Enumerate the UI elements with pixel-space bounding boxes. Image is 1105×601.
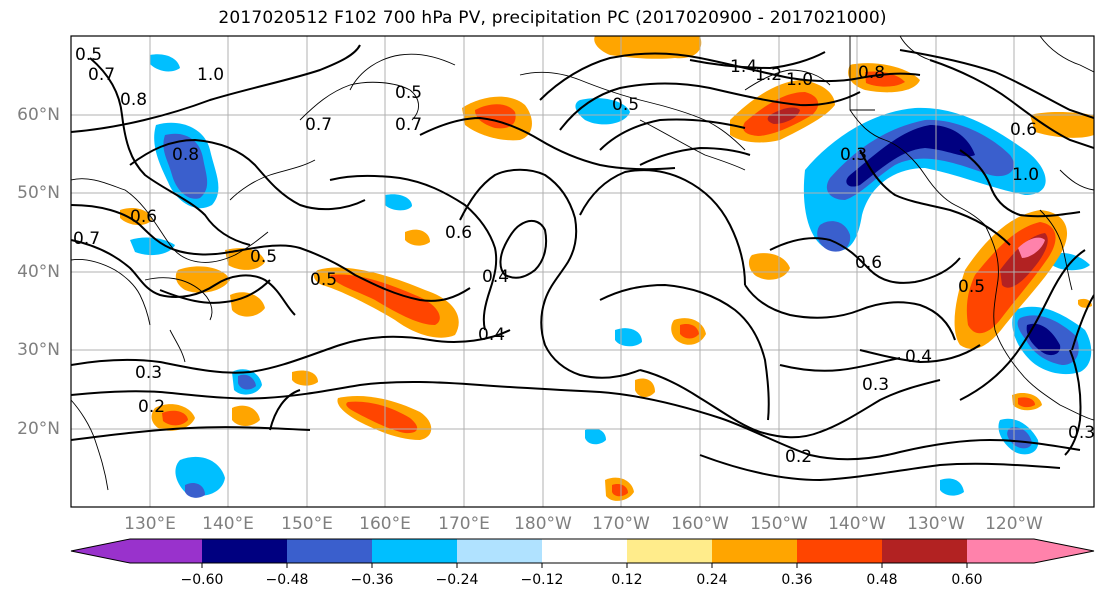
- contour-label: 0.3: [862, 375, 889, 395]
- contour-label: 0.3: [1068, 423, 1095, 443]
- lon-label-150w: 150°W: [750, 514, 808, 534]
- contour-label: 0.4: [905, 347, 932, 367]
- colorbar-tick-label: 0.24: [696, 572, 728, 588]
- lon-label-150e: 150°E: [281, 514, 333, 534]
- contour-label: 0.2: [785, 447, 812, 467]
- map-title: 2017020512 F102 700 hPa PV, precipitatio…: [218, 8, 887, 28]
- contour-label: 0.7: [73, 229, 100, 249]
- colorbar-segment: [542, 539, 627, 563]
- graticule: [71, 36, 1094, 507]
- precip-negative-shading: [130, 54, 1092, 498]
- contour-label: 1.0: [1012, 165, 1039, 185]
- contour-label: 0.6: [855, 253, 882, 273]
- contour-label: 0.3: [135, 363, 162, 383]
- lon-label-120w: 120°W: [985, 514, 1043, 534]
- contour-label: 0.5: [75, 45, 102, 65]
- contour-label: 1.0: [197, 65, 224, 85]
- lon-label-180w: 180°W: [514, 514, 572, 534]
- lat-label-40n: 40°N: [17, 262, 60, 282]
- colorbar-segment: [712, 539, 797, 563]
- colorbar-segment: [627, 539, 712, 563]
- coastlines: [71, 36, 1094, 491]
- colorbar-segment: [130, 539, 202, 563]
- contour-label: 0.8: [172, 145, 199, 165]
- contour-label: 1.4: [730, 57, 757, 77]
- contour-label: 0.5: [958, 277, 985, 297]
- lon-label-170e: 170°E: [438, 514, 490, 534]
- lon-label-140w: 140°W: [828, 514, 886, 534]
- contour-label: 0.5: [395, 83, 422, 103]
- lon-label-160e: 160°E: [359, 514, 411, 534]
- lon-label-160w: 160°W: [671, 514, 729, 534]
- colorbar-tick-label: 0.48: [866, 572, 898, 588]
- colorbar-segment: [287, 539, 372, 563]
- lat-label-50n: 50°N: [17, 183, 60, 203]
- colorbar-segment: [967, 539, 1034, 563]
- map-frame: [70, 35, 1095, 508]
- contour-label: 1.0: [786, 70, 813, 90]
- colorbar-extend-low: [71, 539, 130, 563]
- lon-label-170w: 170°W: [592, 514, 650, 534]
- contour-label: 0.7: [395, 115, 422, 135]
- lon-label-130e: 130°E: [124, 514, 176, 534]
- lat-label-20n: 20°N: [17, 419, 60, 439]
- colorbar-tick-label: −0.60: [180, 572, 224, 588]
- colorbar-tick-label: −0.12: [520, 572, 564, 588]
- contour-label: 0.4: [482, 267, 509, 287]
- contour-label: 0.6: [130, 207, 157, 227]
- colorbar-segment: [372, 539, 457, 563]
- contour-label: 0.7: [305, 115, 332, 135]
- contour-label: 0.4: [478, 325, 505, 345]
- colorbar-tick-label: 0.12: [611, 572, 643, 588]
- contour-label: 0.5: [250, 247, 277, 267]
- lat-label-30n: 30°N: [17, 340, 60, 360]
- colorbar-segment: [797, 539, 882, 563]
- contour-label: 0.3: [840, 145, 867, 165]
- colorbar-tick-label: −0.36: [350, 572, 394, 588]
- colorbar-tick-label: 0.36: [781, 572, 813, 588]
- contour-label: 0.8: [858, 63, 885, 83]
- contour-label: 0.5: [310, 270, 337, 290]
- colorbar-segment: [202, 539, 287, 563]
- colorbar-outline: [70, 538, 1095, 564]
- colorbar-extend-high: [1034, 539, 1094, 563]
- lon-label-140e: 140°E: [202, 514, 254, 534]
- contour-label: 0.2: [138, 397, 165, 417]
- pv-contours: [71, 44, 1094, 482]
- contour-label: 0.7: [88, 65, 115, 85]
- colorbar-segment: [457, 539, 542, 563]
- lat-label-60n: 60°N: [17, 105, 60, 125]
- colorbar-segment: [882, 539, 967, 563]
- contour-label: 0.8: [120, 90, 147, 110]
- contour-label: 0.5: [612, 95, 639, 115]
- colorbar-tick-label: −0.24: [435, 572, 479, 588]
- contour-label: 0.6: [1010, 120, 1037, 140]
- colorbar: [70, 538, 1095, 568]
- contour-label: 0.6: [445, 223, 472, 243]
- contour-label-group: 0.5 0.7 0.8 1.0 0.8 0.7 0.6 0.7 0.5 0.4 …: [73, 45, 1095, 467]
- contour-label: 1.2: [755, 65, 782, 85]
- colorbar-tick-label: −0.48: [265, 572, 309, 588]
- lon-label-130w: 130°W: [907, 514, 965, 534]
- colorbar-tick-label: 0.60: [951, 572, 983, 588]
